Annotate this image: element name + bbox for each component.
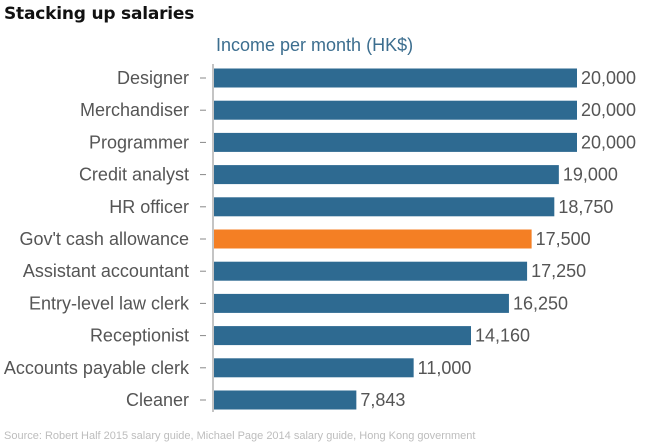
category-label: Gov't cash allowance <box>19 229 189 249</box>
value-label: 17,250 <box>531 261 586 281</box>
bar <box>214 390 357 410</box>
category-label: Designer <box>117 68 189 88</box>
chart-title: Stacking up salaries <box>4 4 195 24</box>
bar <box>214 326 472 346</box>
bar <box>214 100 577 120</box>
source-note: Source: Robert Half 2015 salary guide, M… <box>4 430 476 442</box>
value-label: 14,160 <box>475 326 530 346</box>
bar <box>214 165 559 185</box>
bar-highlight <box>214 229 532 249</box>
category-label: Programmer <box>89 132 189 152</box>
value-label: 20,000 <box>581 100 636 120</box>
bar <box>214 197 555 217</box>
value-label: 16,250 <box>513 293 568 313</box>
category-label: Assistant accountant <box>23 261 189 281</box>
value-label: 11,000 <box>418 358 472 378</box>
bar <box>214 132 577 152</box>
value-label: 18,750 <box>558 197 613 217</box>
category-label: HR officer <box>109 197 189 217</box>
bar <box>214 293 509 313</box>
value-label: 19,000 <box>563 165 618 185</box>
value-label: 7,843 <box>360 390 405 410</box>
bar <box>214 68 577 88</box>
category-label: Credit analyst <box>79 165 189 185</box>
category-label: Merchandiser <box>80 100 189 120</box>
category-label: Cleaner <box>126 390 189 410</box>
axis-title: Income per month (HK$) <box>216 35 414 55</box>
bar <box>214 358 414 378</box>
bar <box>214 261 528 281</box>
value-label: 17,500 <box>536 229 591 249</box>
category-label: Accounts payable clerk <box>4 358 190 378</box>
category-label: Receptionist <box>90 326 189 346</box>
value-label: 20,000 <box>581 132 636 152</box>
value-label: 20,000 <box>581 68 636 88</box>
category-label: Entry-level law clerk <box>29 293 190 313</box>
